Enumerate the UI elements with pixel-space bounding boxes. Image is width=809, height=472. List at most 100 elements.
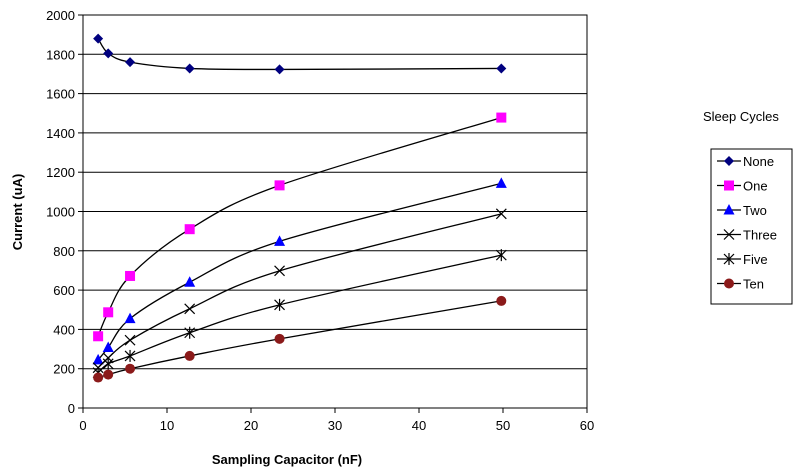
legend-label: One (743, 179, 768, 194)
legend: None One Two Three Five Ten (710, 148, 793, 305)
data-point-ten (274, 333, 285, 344)
data-point-two (495, 177, 507, 188)
marker-shape (93, 372, 104, 383)
data-point-one (274, 180, 285, 191)
marker-shape (495, 177, 507, 188)
x-tick-label: 50 (496, 418, 510, 433)
marker-shape (103, 48, 114, 59)
x-axis-title: Sampling Capacitor (nF) (212, 452, 362, 467)
marker-shape (93, 33, 104, 44)
data-point-three (495, 208, 507, 220)
data-point-one (184, 224, 195, 235)
data-point-two (184, 276, 196, 287)
legend-label: None (743, 154, 774, 169)
data-point-one (103, 307, 114, 318)
legend-marker (723, 204, 735, 215)
plot-area: 0 200 400 600 800 1000 1200 1400 1600 1800 2000 0 10… (46, 8, 594, 433)
legend-marker (724, 180, 734, 191)
y-tick-label: 2000 (46, 8, 75, 23)
y-tick-label: 1200 (46, 165, 75, 180)
y-tick-label: 1000 (46, 205, 75, 220)
marker-shape (124, 334, 136, 346)
legend-title: Sleep Cycles (703, 109, 779, 124)
legend-box (710, 148, 793, 305)
data-point-ten (125, 363, 136, 374)
data-point-none (274, 64, 285, 75)
data-point-five (495, 249, 507, 262)
legend-item-three: Three (717, 228, 777, 243)
data-point-none (496, 63, 507, 74)
marker-shape (184, 224, 195, 235)
data-point-two (102, 341, 114, 352)
legend-item-none: None (717, 154, 774, 169)
y-tick-label: 1600 (46, 87, 75, 102)
y-tick-label: 400 (53, 322, 75, 337)
data-point-ten (184, 350, 195, 361)
x-tick-label: 20 (244, 418, 258, 433)
x-tick-label: 30 (328, 418, 342, 433)
data-point-none (103, 48, 114, 59)
legend-marker (724, 156, 734, 166)
legend-item-five: Five (717, 252, 768, 267)
data-point-three (274, 265, 285, 277)
data-point-two (92, 353, 104, 365)
x-tick-label: 10 (160, 418, 174, 433)
legend-marker (724, 278, 734, 289)
data-point-one (93, 331, 104, 342)
marker-shape (92, 353, 104, 365)
legend-item-ten: Ten (717, 277, 764, 292)
legend-item-two: Two (717, 203, 767, 218)
legend-label: Ten (743, 277, 764, 292)
data-point-three (124, 334, 136, 346)
marker-shape (184, 276, 196, 287)
marker-shape (495, 208, 507, 220)
marker-shape (103, 307, 114, 318)
marker-shape (274, 265, 285, 277)
legend-label: Three (743, 228, 777, 243)
marker-shape (184, 63, 195, 74)
marker-shape (274, 235, 286, 246)
y-axis-title: Current (uA) (10, 174, 25, 251)
marker-shape (93, 331, 104, 342)
data-point-three (184, 303, 196, 315)
y-tick-label: 600 (53, 283, 75, 298)
data-point-none (184, 63, 195, 74)
marker-shape (496, 295, 507, 306)
marker-shape (125, 270, 136, 281)
data-point-none (125, 57, 136, 68)
marker-shape (723, 204, 735, 215)
x-tick-label: 40 (412, 418, 426, 433)
data-point-ten (93, 372, 104, 383)
marker-shape (724, 180, 734, 191)
data-point-one (496, 112, 507, 123)
marker-shape (274, 180, 285, 191)
marker-shape (496, 112, 507, 123)
marker-shape (274, 64, 285, 75)
marker-shape (184, 350, 195, 361)
y-tick-label: 200 (53, 362, 75, 377)
legend-marker (723, 253, 735, 265)
marker-shape (125, 57, 136, 68)
data-point-two (274, 235, 286, 246)
legend-item-one: One (717, 179, 768, 194)
data-point-one (125, 270, 136, 281)
y-tick-label: 1400 (46, 126, 75, 141)
y-tick-label: 0 (68, 401, 75, 416)
data-point-ten (103, 369, 114, 380)
legend-label: Two (743, 203, 767, 218)
data-point-five (184, 326, 196, 339)
plot-border (82, 14, 588, 409)
marker-shape (125, 363, 136, 374)
y-tick-label: 800 (53, 244, 75, 259)
marker-shape (184, 303, 196, 315)
x-tick-label: 60 (580, 418, 594, 433)
marker-shape (124, 312, 136, 324)
marker-shape (723, 229, 735, 240)
marker-shape (496, 63, 507, 74)
data-point-none (93, 33, 104, 44)
marker-shape (724, 156, 734, 166)
legend-label: Five (743, 252, 768, 267)
data-point-two (124, 312, 136, 324)
data-point-five (274, 298, 285, 311)
